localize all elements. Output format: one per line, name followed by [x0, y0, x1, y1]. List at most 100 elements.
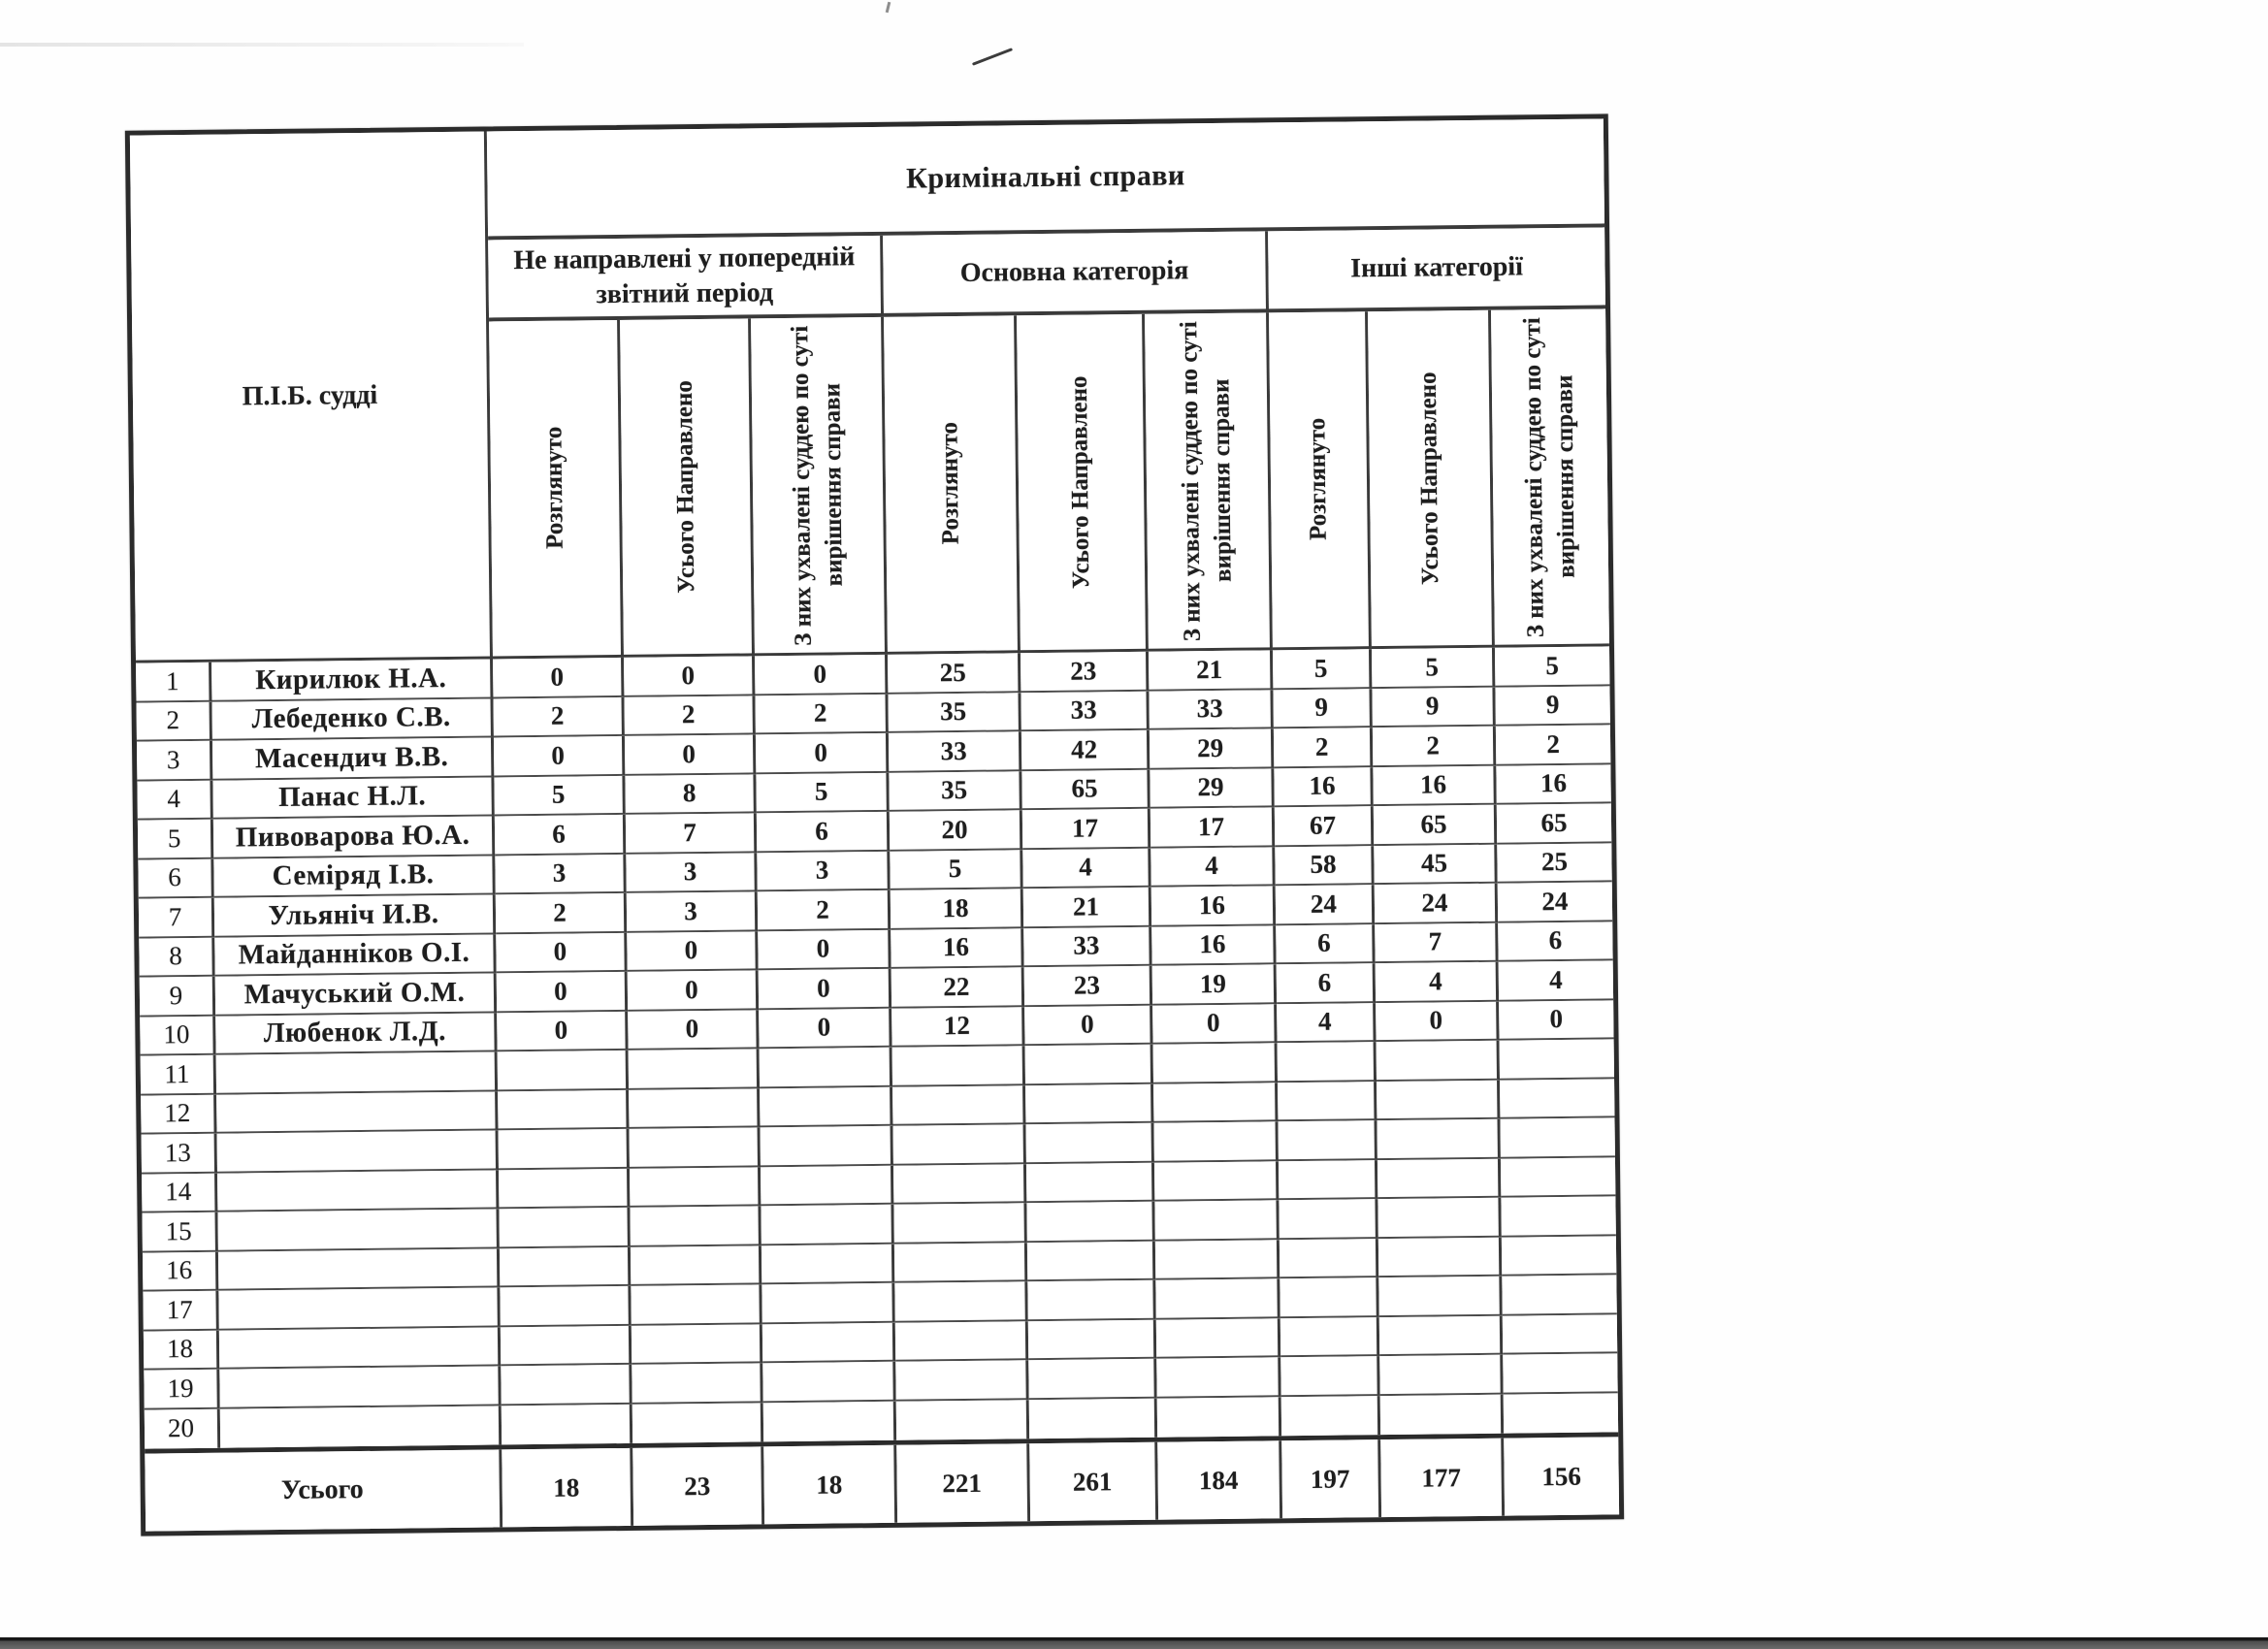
value-cell: 35 [888, 692, 1021, 733]
value-cell: 9 [1495, 685, 1610, 727]
column-group-not-sent-previous-period: Не направлені у попередній звітний періо… [488, 235, 885, 322]
value-cell: 0 [627, 930, 759, 972]
value-cell [1278, 1120, 1377, 1161]
value-cell: 33 [1021, 691, 1150, 732]
value-cell [1028, 1398, 1158, 1439]
judge-name-cell [218, 1287, 501, 1331]
value-cell: 5 [1371, 647, 1496, 689]
value-cell: 2 [1372, 726, 1497, 767]
value-cell [631, 1323, 763, 1365]
value-cell [632, 1402, 764, 1443]
value-cell [761, 1322, 896, 1364]
column-group-label: Основна категорія [959, 255, 1189, 288]
value-cell [891, 1046, 1026, 1087]
value-cell [630, 1206, 761, 1247]
judge-name-cell [219, 1405, 502, 1448]
value-cell: 5 [494, 775, 626, 817]
value-cell: 0 [1376, 1001, 1500, 1043]
value-cell [1154, 1200, 1280, 1242]
value-cell: 20 [889, 810, 1023, 852]
rotated-header-label: Усього Направлено [1066, 375, 1095, 589]
table-body: 1 Кирилюк Н.А. 0 0 0 25 23 21 5 5 5 2 Ле… [136, 646, 1619, 1449]
row-number-cell: 5 [137, 819, 214, 860]
value-cell [1153, 1160, 1280, 1202]
value-cell: 4 [1375, 961, 1500, 1003]
totals-value-cell: 197 [1281, 1439, 1382, 1519]
value-cell [1152, 1043, 1279, 1084]
judge-name-cell [217, 1209, 500, 1252]
row-number-cell: 3 [136, 740, 213, 782]
value-cell: 4 [1150, 846, 1276, 888]
value-cell: 5 [1272, 649, 1373, 690]
value-cell [759, 1047, 893, 1088]
value-cell: 0 [755, 654, 889, 695]
value-cell: 5 [1494, 646, 1610, 688]
value-cell: 6 [1276, 963, 1377, 1004]
value-cell: 2 [493, 696, 625, 738]
value-cell [1025, 1083, 1154, 1125]
value-cell [1028, 1358, 1157, 1400]
scan-streak-artifact [0, 43, 524, 47]
value-cell [762, 1361, 896, 1403]
value-cell: 17 [1150, 807, 1276, 849]
value-cell [1377, 1118, 1501, 1160]
value-cell [501, 1364, 632, 1406]
column-group-main-category: Основна категорія [883, 231, 1270, 317]
pen-tick-mark [885, 1, 891, 14]
row-number-cell: 9 [139, 976, 216, 1018]
value-cell: 2 [495, 892, 628, 934]
judge-name-cell: Любенок Л.Д. [215, 1012, 498, 1055]
rotated-header-label: Розглянуто [1304, 418, 1332, 541]
rotated-header-label: Усього Направлено [670, 379, 700, 594]
value-cell [1026, 1241, 1156, 1282]
row-number-cell: 14 [142, 1173, 218, 1213]
value-cell: 6 [756, 811, 891, 853]
value-cell: 16 [1373, 765, 1497, 807]
column-header-decided-on-merits: З них ухвалені суддею по суті вирішення … [1491, 308, 1609, 648]
value-cell: 65 [1021, 769, 1150, 811]
rotated-header-label: З них ухвалені суддею по суті вирішення … [1518, 316, 1580, 637]
value-cell: 67 [1274, 806, 1375, 847]
column-header-decided-on-merits: З них ухвалені суддею по суті вирішення … [751, 316, 889, 657]
judge-name-cell [215, 1051, 499, 1095]
value-cell: 21 [1022, 887, 1152, 928]
rotated-header-label: Розглянуто [540, 426, 568, 550]
value-cell [1500, 1078, 1615, 1119]
table-title: Кримінальні справи [486, 118, 1605, 241]
row-number-cell: 16 [142, 1251, 219, 1292]
value-cell [500, 1325, 632, 1367]
column-header-considered: Розглянуто [489, 319, 625, 660]
value-cell [894, 1281, 1028, 1323]
totals-value-cell: 23 [632, 1446, 765, 1526]
value-cell: 23 [1023, 965, 1153, 1007]
judge-name-cell [216, 1130, 500, 1174]
value-cell [1025, 1162, 1155, 1204]
value-cell: 23 [1020, 651, 1150, 693]
judges-column-header: П.І.Б. судді [129, 131, 494, 663]
value-cell: 7 [1375, 922, 1499, 964]
value-cell [630, 1245, 762, 1286]
totals-value-cell: 261 [1029, 1441, 1159, 1522]
value-cell [761, 1204, 894, 1245]
value-cell: 0 [624, 656, 756, 697]
value-cell [1280, 1395, 1381, 1437]
value-cell [1379, 1394, 1505, 1436]
value-cell: 17 [1021, 808, 1151, 850]
value-cell: 0 [624, 734, 757, 776]
judges-column-header-label: П.І.Б. судді [242, 379, 378, 411]
row-number-cell: 1 [136, 662, 212, 703]
pen-stroke-mark [971, 48, 1014, 66]
value-cell [629, 1127, 761, 1169]
column-group-label: Інші категорії [1349, 251, 1524, 284]
row-number-cell: 19 [144, 1369, 220, 1410]
value-cell [893, 1242, 1028, 1283]
value-cell [760, 1165, 894, 1207]
value-cell: 12 [891, 1006, 1025, 1048]
row-number-cell: 7 [138, 897, 215, 939]
value-cell: 0 [1152, 1003, 1278, 1045]
column-header-total-sent: Усього Направлено [1017, 313, 1149, 654]
totals-value-cell: 221 [896, 1443, 1031, 1523]
judge-name-cell: Семіряд І.В. [213, 855, 496, 898]
value-cell [1378, 1276, 1503, 1317]
value-cell: 3 [495, 854, 627, 895]
